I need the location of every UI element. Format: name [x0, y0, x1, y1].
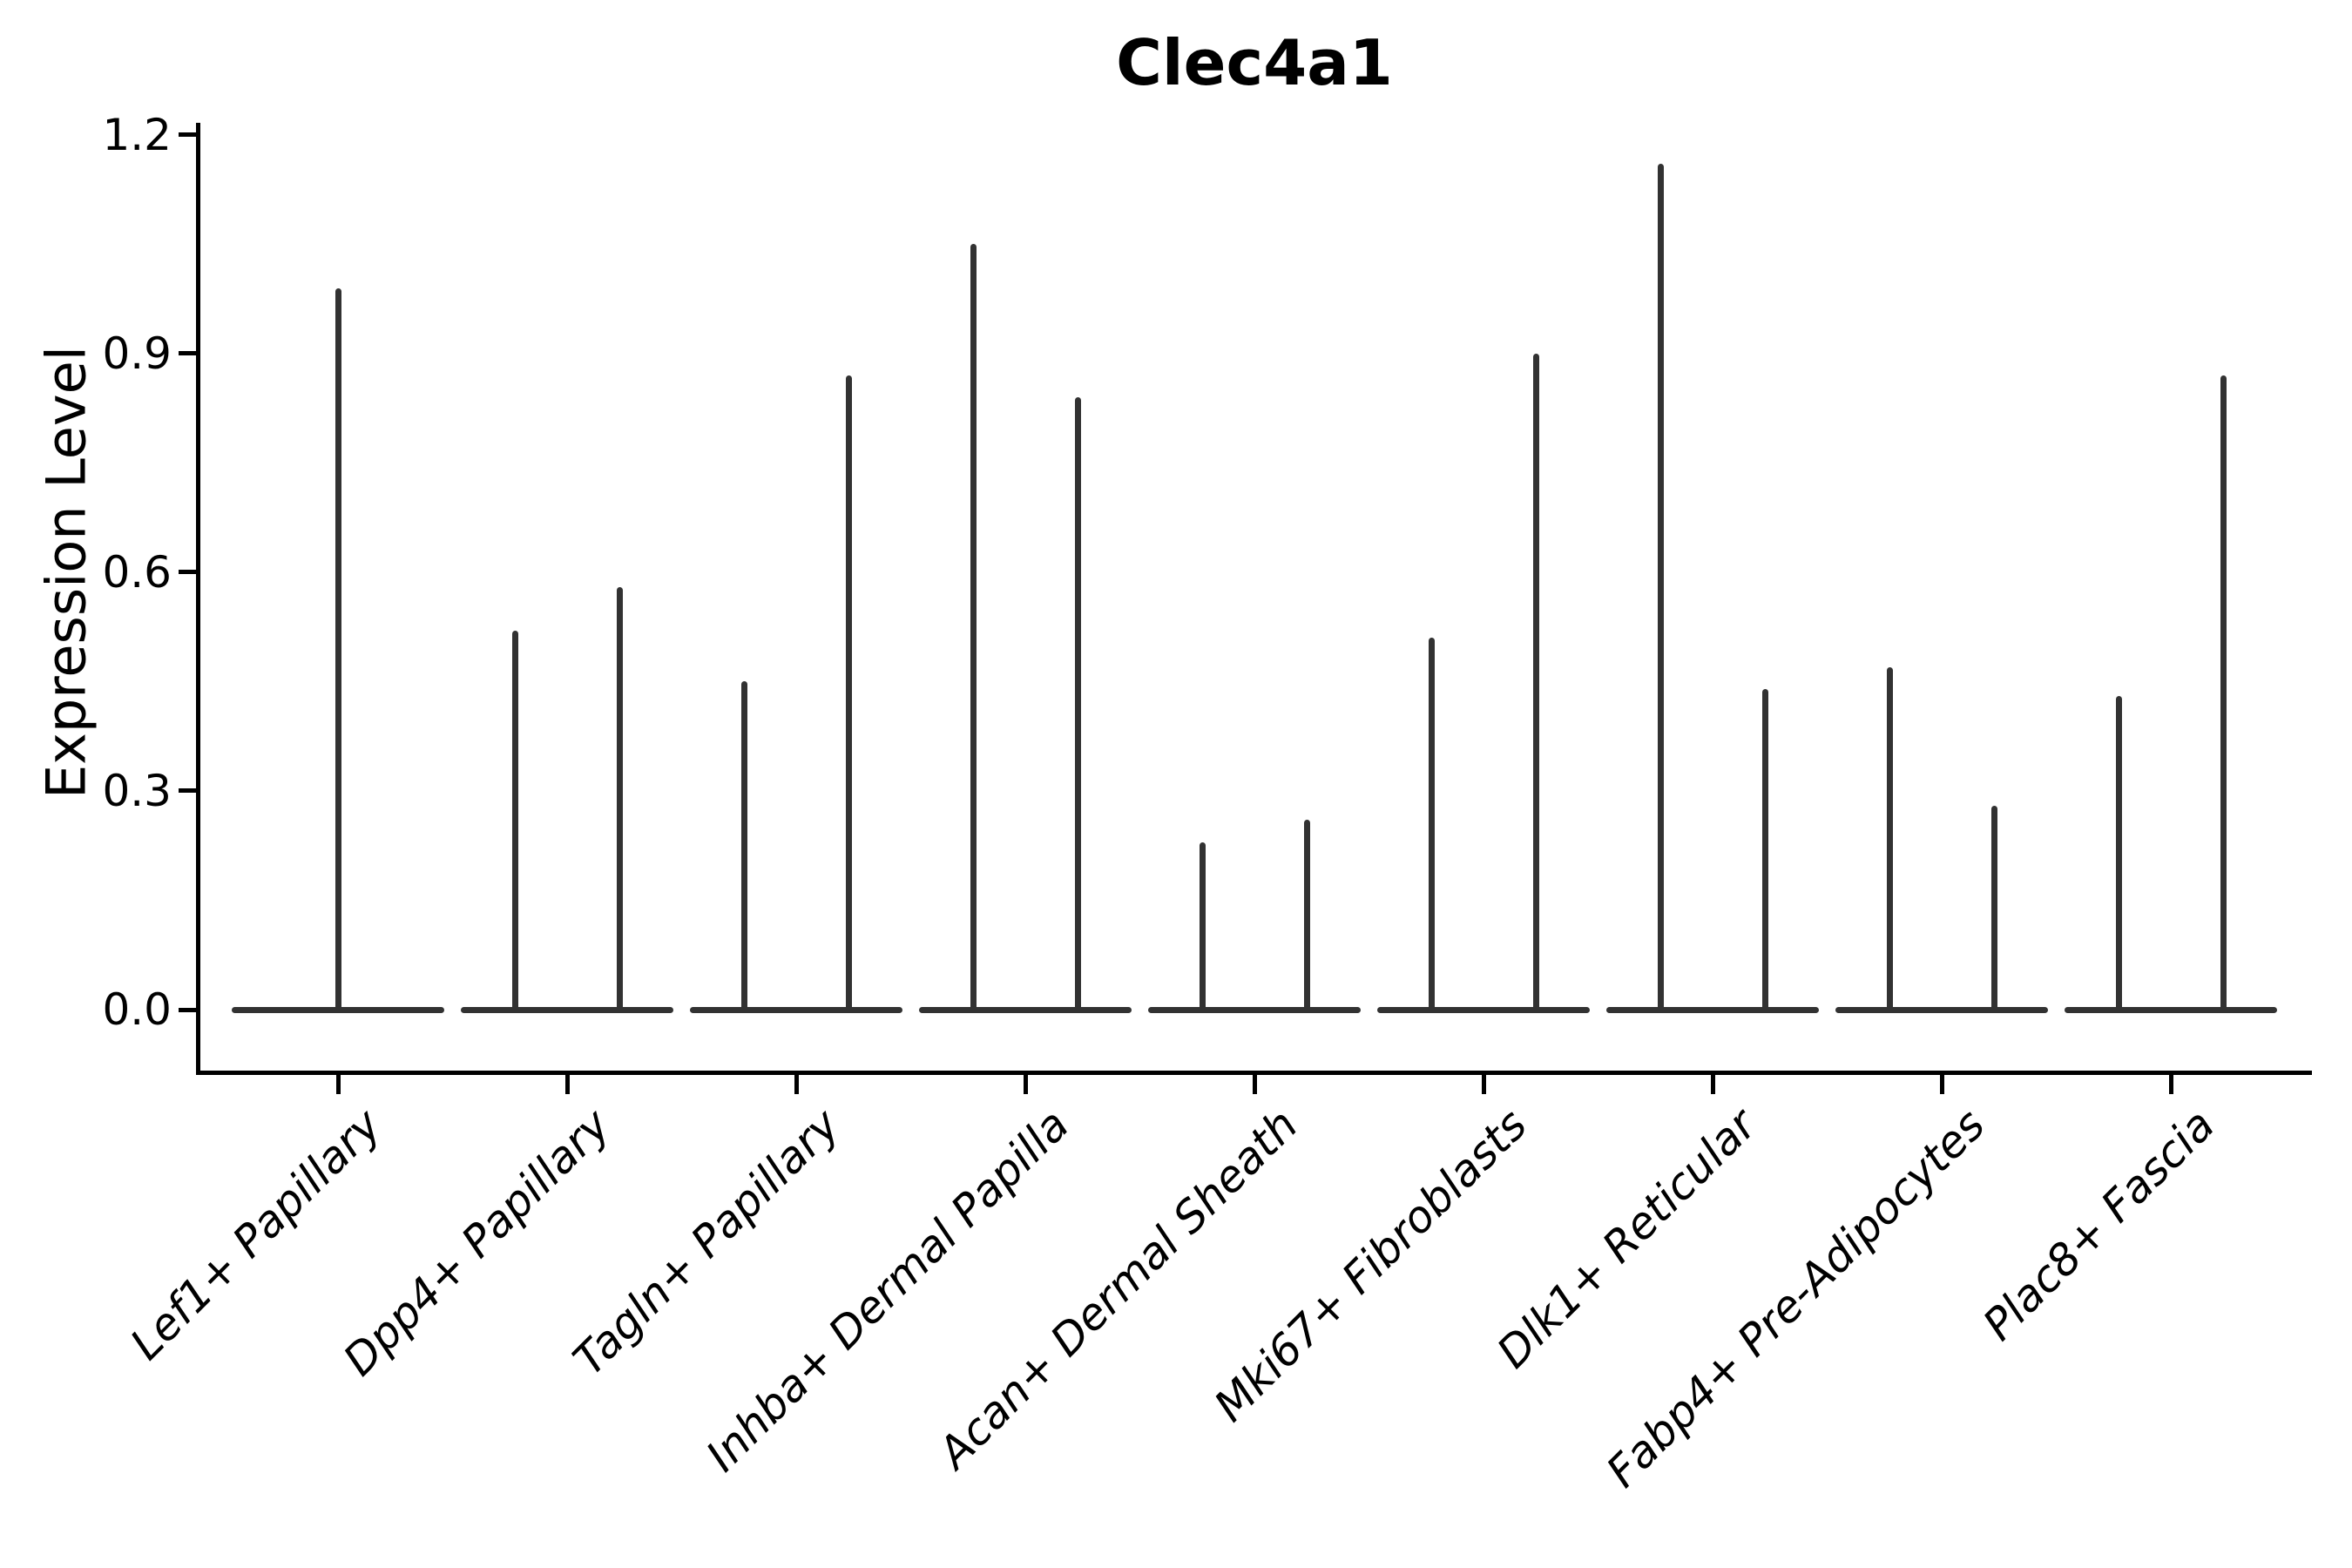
x-tick-mark [794, 1075, 799, 1094]
violin-spike [616, 586, 623, 1010]
violin-baseline [461, 1006, 673, 1013]
x-tick-label: Plac8+ Fascia [1973, 1099, 2225, 1350]
violin-spike [1761, 688, 1768, 1010]
y-tick-mark [179, 570, 196, 575]
violin-baseline [690, 1006, 902, 1013]
violin-baseline [1377, 1006, 1590, 1013]
x-tick-mark [1023, 1075, 1028, 1094]
violin-spike [2220, 375, 2227, 1010]
x-tick-label: Fabp4+ Pre-Adipocytes [1597, 1099, 1996, 1497]
x-tick-mark [2168, 1075, 2173, 1094]
x-tick-mark [564, 1075, 570, 1094]
x-tick-label: Inhba+ Dermal Papilla [696, 1099, 1079, 1482]
violin-baseline [1606, 1006, 1819, 1013]
x-tick-mark [1481, 1075, 1486, 1094]
violin-spike [511, 630, 518, 1010]
violin-spike [740, 681, 747, 1010]
violin-spike [845, 375, 852, 1010]
violin-spike [1199, 841, 1206, 1010]
y-axis-spine [196, 123, 200, 1075]
x-tick-mark [1252, 1075, 1257, 1094]
x-axis-spine [196, 1071, 2312, 1075]
y-tick-label: 0.3 [102, 765, 172, 816]
violin-baseline [1835, 1006, 2048, 1013]
violin-spike [1532, 353, 1539, 1010]
violin-spike [1886, 666, 1893, 1010]
violin-spike [970, 244, 977, 1010]
y-tick-mark [179, 788, 196, 794]
violin-spike [335, 287, 341, 1010]
y-tick-label: 0.6 [102, 546, 172, 598]
chart-title: Clec4a1 [1116, 26, 1393, 99]
y-tick-mark [179, 132, 196, 138]
violin-baseline [232, 1006, 444, 1013]
x-tick-mark [335, 1075, 341, 1094]
violin-spike [1428, 638, 1435, 1010]
x-tick-label: Lef1+ Papillary [120, 1099, 392, 1370]
x-tick-mark [1710, 1075, 1715, 1094]
violin-baseline [1148, 1006, 1361, 1013]
x-tick-mark [1939, 1075, 1944, 1094]
y-tick-mark [179, 351, 196, 356]
y-tick-label: 0.9 [102, 328, 172, 379]
violin-baseline [2065, 1006, 2277, 1013]
violin-spike [1990, 805, 1997, 1010]
violin-spike [1657, 164, 1664, 1010]
violin-spike [1074, 397, 1081, 1010]
violin-spike [2115, 696, 2122, 1010]
y-tick-label: 1.2 [102, 109, 172, 160]
y-tick-mark [179, 1007, 196, 1012]
violin-spike [1303, 820, 1310, 1010]
y-tick-label: 0.0 [102, 984, 172, 1035]
violin-baseline [919, 1006, 1132, 1013]
